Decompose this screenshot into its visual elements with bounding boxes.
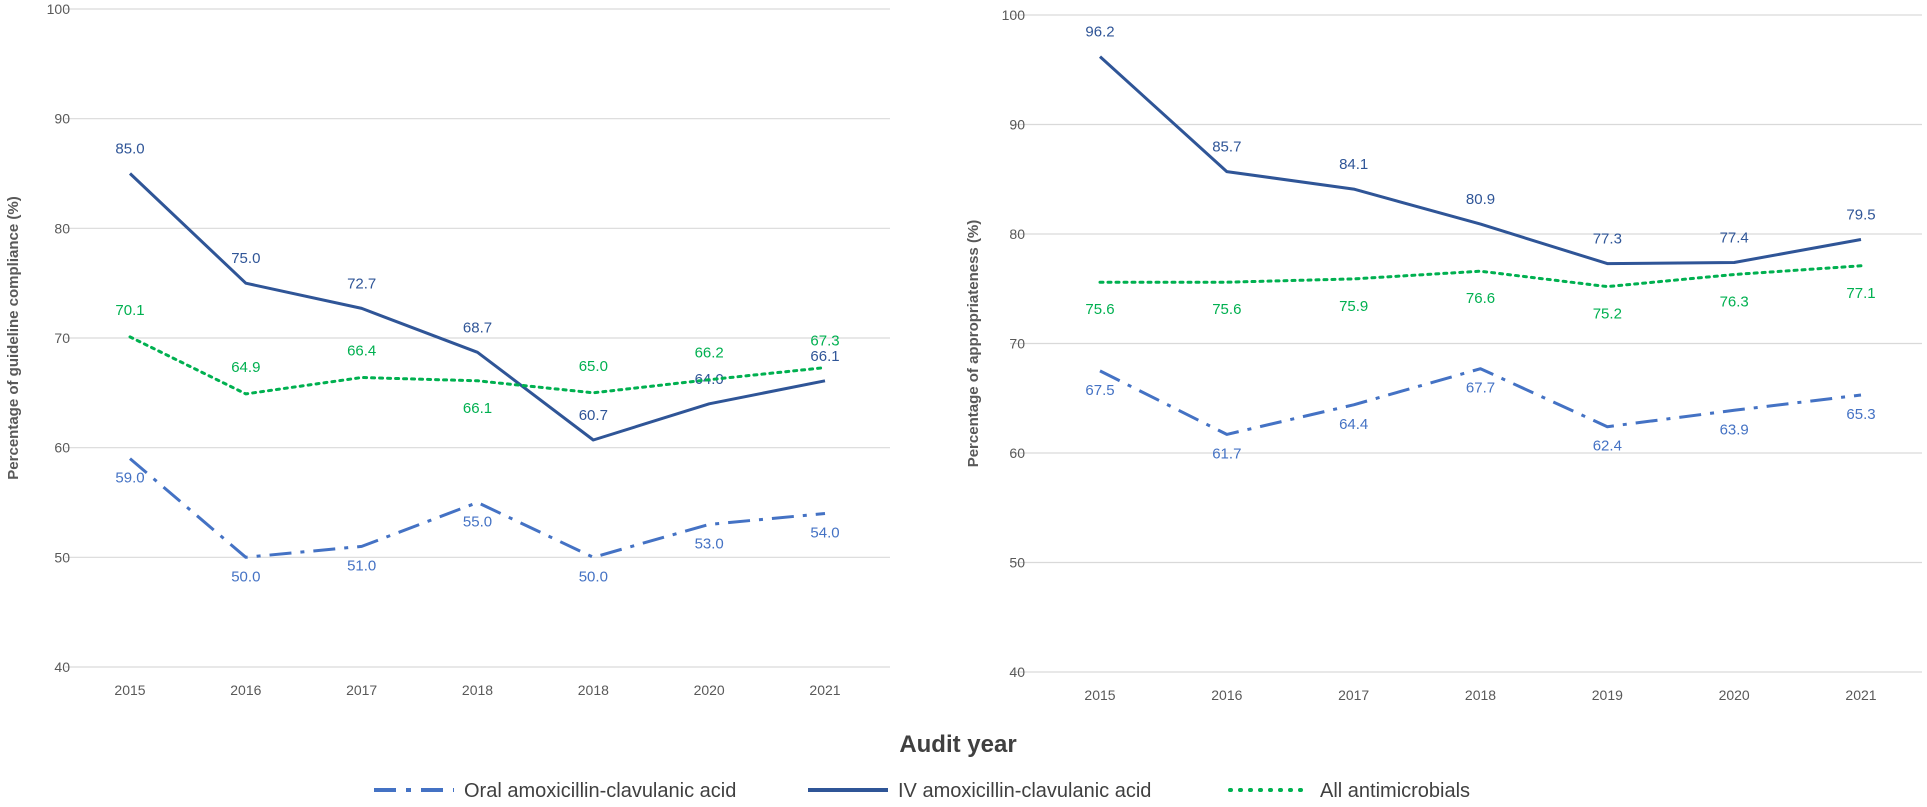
data-label-oral: 67.7 — [1466, 380, 1495, 397]
data-label-oral: 54.0 — [810, 524, 839, 541]
data-label-all: 75.9 — [1339, 298, 1368, 315]
data-label-oral: 64.4 — [1339, 416, 1368, 433]
data-label-oral: 67.5 — [1085, 382, 1114, 399]
y-tick-label: 100 — [47, 1, 71, 17]
x-tick-label: 2015 — [1084, 687, 1115, 703]
data-label-iv: 85.7 — [1212, 139, 1241, 156]
y-tick-label: 80 — [54, 220, 70, 236]
y-axis-title: Percentage of guideline compliance (%) — [5, 196, 22, 479]
x-tick-label: 2017 — [1338, 687, 1369, 703]
right-chart: 40 50 60 70 80 90 100 Percentage of appropriate… — [965, 7, 1922, 703]
data-label-oral: 63.9 — [1720, 421, 1749, 438]
x-tick-label: 2019 — [1592, 687, 1623, 703]
series-line-iv — [1098, 55, 1862, 266]
y-tick-label: 40 — [1009, 664, 1025, 680]
data-label-iv: 77.4 — [1720, 229, 1749, 246]
data-label-all: 77.1 — [1846, 285, 1875, 302]
data-label-oral: 50.0 — [231, 568, 260, 585]
legend-label-all: All antimicrobials — [1320, 780, 1470, 802]
data-label-oral: 55.0 — [463, 514, 492, 531]
data-label-all: 76.3 — [1720, 294, 1749, 311]
y-tick-label: 70 — [54, 330, 70, 346]
x-tick-label: 2018 — [1465, 687, 1496, 703]
x-tick-label: 2021 — [1845, 687, 1876, 703]
left-chart: 40 50 60 70 80 90 100 Percentage of guideline c… — [5, 1, 890, 698]
data-label-all: 67.3 — [810, 333, 839, 350]
y-tick-label: 50 — [1009, 555, 1025, 571]
data-label-all: 75.6 — [1085, 301, 1114, 318]
data-label-iv: 96.2 — [1085, 24, 1114, 41]
data-label-iv: 60.7 — [579, 407, 608, 424]
data-label-oral: 61.7 — [1212, 445, 1241, 462]
x-tick-label: 2021 — [809, 682, 840, 698]
y-tick-label: 80 — [1009, 226, 1025, 242]
series-line-iv — [128, 172, 826, 442]
x-tick-label: 2016 — [230, 682, 261, 698]
data-label-all: 66.2 — [695, 345, 724, 362]
x-tick-label: 2015 — [114, 682, 145, 698]
data-label-all: 76.6 — [1466, 290, 1495, 307]
x-tick-label: 2016 — [1211, 687, 1242, 703]
data-label-all: 65.0 — [579, 358, 608, 375]
data-label-oral: 53.0 — [695, 535, 724, 552]
data-label-iv: 75.0 — [231, 250, 260, 267]
data-label-iv: 77.3 — [1593, 231, 1622, 248]
y-tick-label: 90 — [1009, 117, 1025, 133]
data-label-iv: 84.1 — [1339, 156, 1368, 173]
data-label-oral: 51.0 — [347, 557, 376, 574]
y-tick-label: 40 — [54, 659, 70, 675]
y-axis-title: Percentage of appropriateness (%) — [965, 220, 982, 468]
data-label-all: 66.4 — [347, 342, 376, 359]
data-label-all: 70.1 — [115, 302, 144, 319]
data-label-all: 75.6 — [1212, 301, 1241, 318]
data-label-iv: 68.7 — [463, 319, 492, 336]
data-label-all: 75.2 — [1593, 306, 1622, 323]
y-tick-label: 90 — [54, 111, 70, 127]
data-label-iv: 66.1 — [810, 348, 839, 365]
legend: Oral amoxicillin-clavulanic acid IV amoxi… — [374, 780, 1470, 802]
series-line-oral — [1099, 367, 1862, 436]
data-label-iv: 85.0 — [115, 141, 144, 158]
data-label-oral: 62.4 — [1593, 438, 1622, 455]
series-line-all — [1098, 264, 1863, 289]
y-tick-label: 60 — [1009, 445, 1025, 461]
data-label-oral: 65.3 — [1846, 406, 1875, 423]
x-axis-title: Audit year — [899, 731, 1016, 758]
data-label-all: 64.9 — [231, 359, 260, 376]
x-tick-label: 2020 — [1719, 687, 1750, 703]
series-line-oral — [129, 457, 826, 559]
data-label-iv: 79.5 — [1846, 206, 1875, 223]
data-label-oral: 59.0 — [115, 470, 144, 487]
y-tick-label: 70 — [1009, 336, 1025, 352]
x-tick-label: 2018 — [578, 682, 609, 698]
x-tick-label: 2020 — [694, 682, 725, 698]
data-label-iv: 72.7 — [347, 275, 376, 292]
data-label-all: 66.1 — [463, 400, 492, 417]
x-tick-label: 2018 — [462, 682, 493, 698]
legend-label-iv: IV amoxicillin-clavulanic acid — [898, 780, 1151, 802]
x-tick-label: 2017 — [346, 682, 377, 698]
y-tick-label: 60 — [54, 440, 70, 456]
y-tick-label: 100 — [1002, 7, 1026, 23]
data-label-iv: 80.9 — [1466, 191, 1495, 208]
data-label-oral: 50.0 — [579, 568, 608, 585]
series-line-all — [128, 335, 827, 396]
legend-label-oral: Oral amoxicillin-clavulanic acid — [464, 780, 736, 802]
y-tick-label: 50 — [54, 549, 70, 565]
